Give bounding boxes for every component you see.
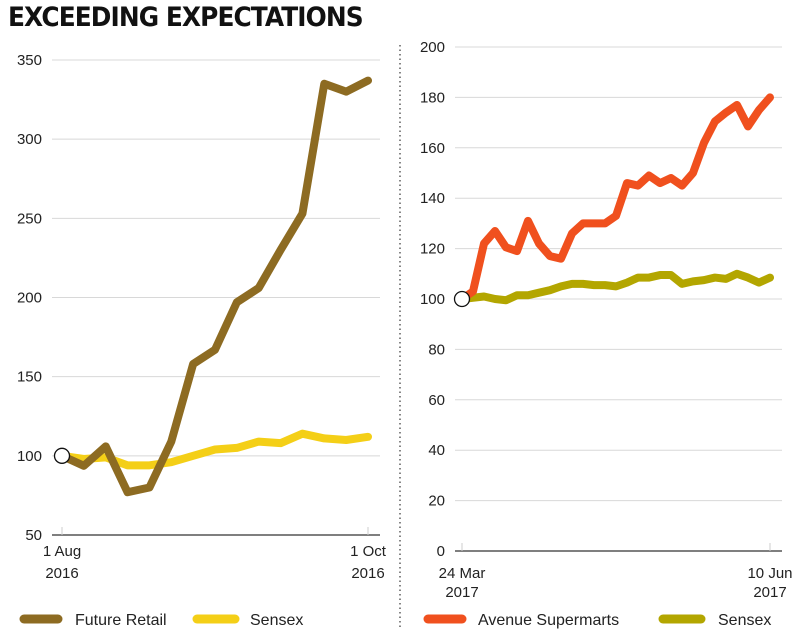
y-tick-label: 350	[17, 52, 42, 69]
y-tick-label: 60	[428, 392, 445, 409]
y-tick-label: 100	[17, 448, 42, 465]
y-tick-label: 20	[428, 493, 445, 510]
right-chart: 0 20 40 60 80 100 120 140 160 180 200 24 Mar 2017 10 …	[420, 39, 793, 629]
y-tick-label: 300	[17, 131, 42, 148]
x-tick-label: 1 Oct	[350, 543, 387, 560]
series-line-sensex	[458, 269, 774, 305]
x-tick-year-label: 2016	[351, 565, 384, 582]
legend-label: Sensex	[250, 612, 303, 629]
y-tick-label: 80	[428, 341, 445, 358]
legend-label: Avenue Supermarts	[478, 612, 619, 629]
chart-title: EXCEEDING EXPECTATIONS	[8, 2, 364, 33]
series-line-avenue-supermarts	[458, 93, 774, 303]
y-tick-label: 160	[420, 140, 445, 157]
y-tick-label: 180	[420, 89, 445, 106]
y-tick-label: 200	[17, 290, 42, 307]
x-tick-label: 1 Aug	[43, 543, 81, 560]
x-tick-year-label: 2017	[445, 584, 478, 601]
y-tick-label: 40	[428, 442, 445, 459]
y-tick-label: 200	[420, 39, 445, 56]
legend-label: Sensex	[718, 612, 771, 629]
x-tick-label: 24 Mar	[439, 565, 486, 582]
y-tick-label: 150	[17, 369, 42, 386]
base-marker	[53, 447, 71, 464]
y-tick-label: 120	[420, 241, 445, 258]
legend-label: Future Retail	[75, 612, 167, 629]
x-tick-year-label: 2017	[753, 584, 786, 601]
x-tick-label: 10 Jun	[747, 565, 792, 582]
left-chart: 50 100 150 200 250 300 350 1 Aug 2016 1 Oct 2016 Fu…	[17, 52, 387, 629]
y-tick-label: 100	[420, 291, 445, 308]
y-tick-label: 250	[17, 210, 42, 227]
x-tick-year-label: 2016	[45, 565, 78, 582]
series-line-future-retail	[58, 76, 372, 497]
base-marker	[453, 290, 471, 308]
y-tick-label: 140	[420, 190, 445, 207]
y-tick-label: 0	[437, 543, 445, 560]
y-tick-label: 50	[25, 527, 42, 544]
